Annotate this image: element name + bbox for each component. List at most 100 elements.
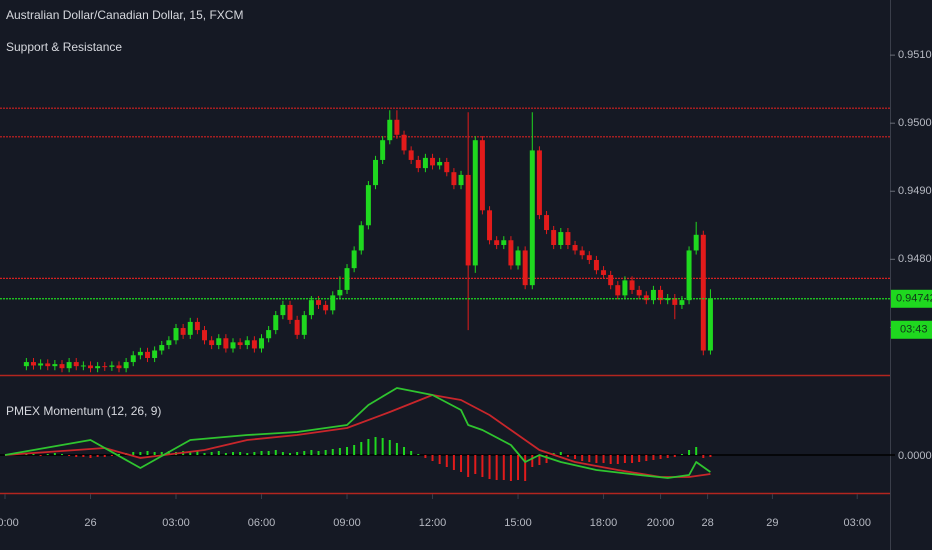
x-tick-label: 29 [766,517,778,529]
chart-title: Australian Dollar/Canadian Dollar, 15, F… [6,8,243,22]
candle-body [707,298,713,351]
histogram-bar [317,451,320,455]
candle-body [216,338,222,346]
histogram-bar [153,452,156,455]
countdown-label: 03:43 [900,324,928,336]
x-tick-label: 18:00 [590,517,618,529]
histogram-bar [346,447,349,455]
histogram-bar [538,455,541,465]
histogram-bar [688,450,691,455]
histogram-bar [609,455,612,464]
candle-body [209,340,215,346]
candle-body [38,363,44,366]
histogram-bar [566,455,569,457]
histogram-bar [531,455,534,467]
candle-body [629,280,635,290]
histogram-bar [709,455,712,457]
histogram-bar [331,449,334,455]
histogram-bar [367,439,370,455]
histogram-bar [25,454,28,455]
histogram-bar [132,452,135,455]
x-tick-label: 00:00 [0,517,19,529]
candle-body [558,232,564,246]
histogram-bar [274,450,277,455]
candle-body [679,300,685,305]
candle-body [444,161,450,173]
candle-body [387,119,393,141]
candle-body [80,365,86,367]
candle-body [116,365,122,369]
indicator-title: Support & Resistance [6,40,122,54]
histogram-bar [452,455,455,470]
histogram-bar [581,455,584,461]
candle-body [358,225,364,251]
candle-body [373,159,379,186]
candle-body [88,365,93,369]
histogram-bar [224,453,227,455]
candle-body [287,304,293,320]
histogram-bar [139,452,142,455]
candle-body [30,362,36,366]
histogram-bar [360,442,363,455]
candle-body [487,210,493,241]
histogram-bar [381,438,384,455]
momentum-line [4,394,711,478]
histogram-bar [424,455,427,458]
histogram-bar [695,447,698,455]
histogram-bar [574,455,577,459]
histogram-bar [652,455,655,460]
histogram-bar [702,455,705,458]
candle-body [130,355,136,363]
histogram-bar [196,451,199,455]
histogram-bar [460,455,463,472]
x-tick-label: 26 [84,517,96,529]
candle-body [437,161,443,166]
x-tick-label: 06:00 [248,517,276,529]
histogram-bar [239,452,242,455]
candle-body [351,250,357,269]
histogram-bar [481,455,484,477]
candle-body [508,240,514,266]
histogram-bar [417,454,420,455]
momentum-title: PMEX Momentum (12, 26, 9) [6,404,161,418]
histogram-bar [395,443,398,455]
candle-body [273,315,279,331]
histogram-bar [509,455,512,481]
histogram-bar [82,455,85,457]
histogram-bar [75,455,78,457]
candle-body [159,345,165,351]
candle-body [102,366,108,368]
candle-body [522,250,528,286]
histogram-bar [296,452,299,455]
histogram-bar [666,455,669,458]
histogram-bar [310,450,313,455]
histogram-bar [388,440,391,455]
histogram-bar [353,445,356,455]
candle-body [650,289,656,301]
histogram-bar [638,455,641,462]
candle-body [202,330,208,341]
candle-body [194,321,200,331]
candle-body [501,240,507,246]
histogram-bar [517,455,520,480]
candle-body [451,172,457,186]
candle-body [415,159,421,169]
candle-body [408,150,414,160]
candle-body [59,364,65,369]
candle-body [693,234,699,251]
candle-body [643,295,649,301]
candle-body [344,268,350,290]
histogram-bar [203,453,206,455]
plot-layer: 00:00 26 03:00 06:00 09:00 12:00 15:00 18:00 20:… [0,49,932,529]
candle-body [686,250,692,301]
histogram-bar [260,451,263,455]
histogram-bar [524,455,527,481]
histogram-bar [281,452,284,455]
histogram-bar [403,447,406,455]
candle-body [73,362,79,367]
histogram-bar [474,455,477,474]
